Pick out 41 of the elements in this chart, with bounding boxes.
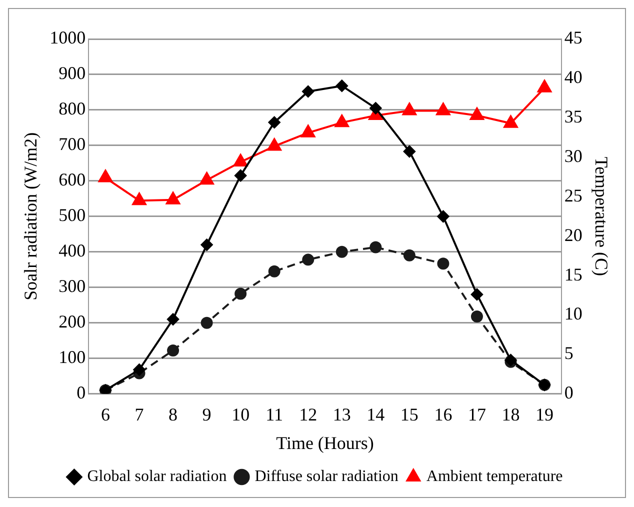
y2-axis-title: Temperature (C) — [591, 156, 612, 276]
x-axis-title: Time (Hours) — [276, 432, 374, 453]
x-tick-label: 8 — [168, 404, 178, 424]
x-tick-label: 16 — [434, 404, 452, 424]
x-tick-label: 18 — [502, 404, 520, 424]
y2-tick-label: 25 — [564, 185, 582, 206]
legend-label: Ambient temperature — [426, 468, 563, 486]
x-tick-label: 7 — [134, 404, 144, 424]
y-tick-label: 500 — [58, 205, 86, 226]
y-axis-title: Soalr radiation (W/m2) — [20, 132, 41, 300]
y2-tick-label: 0 — [564, 382, 574, 403]
x-tick-label: 10 — [232, 404, 250, 424]
y-tick-label: 200 — [58, 312, 86, 332]
x-tick-label: 12 — [299, 404, 318, 424]
x-tick-label: 15 — [400, 404, 418, 424]
x-tick-label: 14 — [366, 404, 385, 424]
y2-tick-label: 30 — [564, 146, 582, 166]
legend-label: Diffuse solar radiation — [254, 468, 398, 486]
y2-tick-label: 20 — [564, 224, 582, 245]
x-tick-label: 6 — [100, 404, 110, 424]
x-tick-label: 9 — [202, 404, 212, 424]
y-tick-label: 600 — [58, 170, 86, 190]
y2-tick-label: 15 — [564, 264, 582, 284]
y-tick-label: 700 — [58, 134, 86, 154]
y-tick-label: 0 — [76, 382, 86, 403]
y-tick-label: 1000 — [50, 28, 86, 48]
y2-tick-label: 10 — [564, 304, 582, 324]
x-tick-label: 13 — [332, 404, 351, 424]
y-tick-label: 300 — [58, 276, 86, 296]
y-tick-label: 800 — [58, 98, 86, 119]
x-tick-label: 19 — [536, 404, 554, 424]
y2-tick-label: 45 — [564, 28, 582, 48]
y2-tick-label: 40 — [564, 67, 582, 88]
y-tick-label: 100 — [58, 347, 86, 368]
y-tick-label: 400 — [58, 240, 86, 261]
y2-tick-label: 5 — [564, 343, 574, 364]
x-tick-label: 17 — [468, 404, 486, 424]
y2-tick-label: 35 — [564, 106, 582, 127]
legend-label: Global solar radiation — [87, 468, 227, 486]
x-tick-label: 11 — [266, 404, 284, 424]
y-tick-label: 900 — [58, 63, 86, 84]
